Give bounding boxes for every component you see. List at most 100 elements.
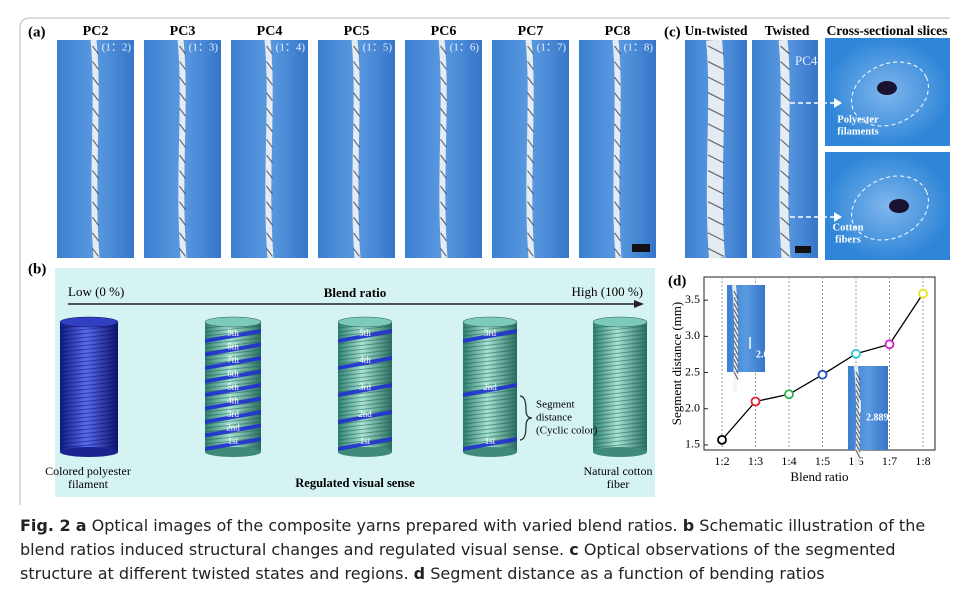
- segment-label: 5th: [227, 382, 239, 392]
- caption-label: Fig. 2: [20, 516, 71, 535]
- segment-label: 9th: [227, 328, 239, 338]
- ratio-label: (1：5): [363, 42, 393, 54]
- segment-label: 3rd: [227, 409, 239, 419]
- segment-label: 5th: [359, 328, 371, 338]
- scale-bar: [632, 244, 650, 252]
- low-label: Low (0 %): [68, 284, 124, 299]
- caption-text: Segment distance as a function of bendin…: [430, 564, 824, 583]
- x-tick-label: 1:4: [781, 454, 796, 468]
- segment-label: 2nd: [358, 409, 372, 419]
- y-tick-label: 3.0: [685, 328, 700, 342]
- annotation: Polyester: [837, 114, 879, 125]
- bracket-label: distance: [536, 412, 572, 424]
- yarn: [94, 40, 97, 258]
- data-point: [919, 290, 927, 298]
- data-point: [852, 350, 860, 358]
- segment-label: 1st: [485, 436, 496, 446]
- segment-label: 1st: [360, 436, 371, 446]
- segment-label: 7th: [227, 355, 239, 365]
- segment-label: 4th: [227, 396, 239, 406]
- caption-text: Optical images of the composite yarns pr…: [92, 516, 678, 535]
- sample-name: PC2: [83, 24, 109, 39]
- ratio-label: (1：4): [276, 42, 306, 54]
- sample-name: PC5: [344, 24, 370, 39]
- sample-name: PC3: [170, 24, 196, 39]
- yarn: [783, 40, 786, 258]
- caption-letter: b: [683, 516, 694, 535]
- center-caption: Regulated visual sense: [295, 476, 415, 490]
- panel-label: (c): [664, 24, 681, 40]
- data-point: [819, 371, 827, 379]
- panel-c: (c) Un-twisted Twisted Cross-sectional slic…: [664, 23, 950, 260]
- segment-label: 2nd: [483, 382, 497, 392]
- caption-letter: d: [414, 564, 425, 583]
- sample-label: PC4: [795, 53, 818, 68]
- cylinder-bottom: [60, 447, 118, 457]
- sample-name: PC7: [518, 24, 544, 39]
- caption-letter: a: [76, 516, 87, 535]
- annotation: fibers: [835, 234, 861, 245]
- column-header: Un-twisted: [685, 23, 748, 38]
- panel-a: (a) PC2 (1：2) PC3 (1：3) PC4 (1：4) PC5 (1：5) PC6 (1…: [28, 24, 656, 258]
- ratio-label: (1：2): [102, 42, 132, 54]
- cylinder-top: [593, 317, 647, 327]
- sample-name: PC4: [257, 24, 283, 39]
- caption-letter: c: [569, 540, 578, 559]
- x-tick-label: 1:7: [882, 454, 897, 468]
- yarn: [529, 40, 532, 258]
- yarn: [616, 40, 619, 258]
- x-axis-label: Blend ratio: [790, 469, 848, 484]
- inset-label: 2.889: [866, 412, 889, 423]
- cylinder-top: [338, 317, 392, 327]
- slice-core: [877, 81, 897, 95]
- right-caption: fiber: [607, 477, 630, 491]
- yarn: [714, 40, 717, 258]
- ratio-label: (1：7): [537, 42, 567, 54]
- data-point: [785, 390, 793, 398]
- cylinder-top: [463, 317, 517, 327]
- segment-label: 1st: [228, 436, 239, 446]
- column-header: Twisted: [765, 23, 810, 38]
- annotation: Cotton: [833, 222, 864, 233]
- y-tick-label: 3.5: [685, 292, 700, 306]
- cylinder-top: [60, 317, 118, 327]
- x-tick-label: 1:8: [915, 454, 930, 468]
- segment-label: 8th: [227, 342, 239, 352]
- segment-label: 3rd: [359, 382, 371, 392]
- left-caption: Colored polyester: [45, 464, 131, 478]
- page: (a) PC2 (1：2) PC3 (1：3) PC4 (1：4) PC5 (1：5) PC6 (1…: [0, 0, 955, 612]
- yarn: [355, 40, 358, 258]
- caption: Fig. 2 a Optical images of the composite…: [20, 514, 935, 586]
- cylinder-top: [205, 317, 261, 327]
- panel-label: (a): [28, 24, 46, 40]
- y-tick-label: 1.5: [685, 437, 700, 451]
- data-point: [886, 340, 894, 348]
- column-header: Cross-sectional slices: [827, 23, 948, 38]
- sample-name: PC6: [431, 24, 457, 39]
- ratio-label: (1：6): [450, 42, 480, 54]
- x-tick-label: 1:5: [815, 454, 830, 468]
- x-tick-label: 1:2: [714, 454, 729, 468]
- x-tick-label: 1:3: [748, 454, 763, 468]
- left-caption: filament: [68, 477, 109, 491]
- y-tick-label: 2.5: [685, 364, 700, 378]
- data-point: [752, 398, 760, 406]
- y-tick-label: 2.0: [685, 400, 700, 414]
- bracket-label: (Cyclic color): [536, 425, 598, 437]
- panel-label: (b): [28, 261, 46, 277]
- ratio-label: (1：8): [624, 42, 654, 54]
- sample-name: PC8: [605, 24, 631, 39]
- panel-b: (b)Low (0 %)Blend ratioHigh (100 %)9th8t…: [28, 261, 655, 497]
- right-caption: Natural cotton: [584, 464, 653, 478]
- segment-label: 2nd: [226, 423, 240, 433]
- inset-label: 2.093: [756, 349, 779, 360]
- yarn: [268, 40, 271, 258]
- segment-label: 6th: [227, 369, 239, 379]
- segment-label: 3rd: [484, 328, 496, 338]
- segment-label: 4th: [359, 355, 371, 365]
- data-point: [718, 436, 726, 444]
- annotation: filaments: [837, 126, 878, 137]
- ratio-label: (1：3): [189, 42, 219, 54]
- figure: (a) PC2 (1：2) PC3 (1：3) PC4 (1：4) PC5 (1：5) PC6 (1…: [0, 0, 955, 512]
